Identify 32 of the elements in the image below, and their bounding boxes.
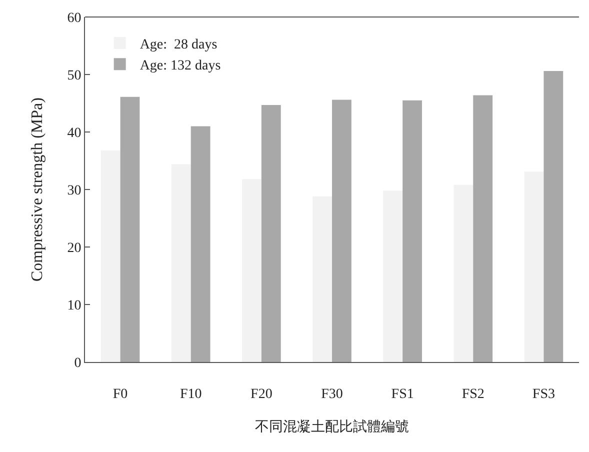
x-tick-label: F10 xyxy=(180,386,202,402)
bar xyxy=(120,96,140,362)
y-axis-title: Compressive strength (MPa) xyxy=(29,98,46,282)
bar xyxy=(473,95,493,362)
y-tick-label: 60 xyxy=(67,10,82,26)
bar xyxy=(454,184,474,362)
x-tick-label: FS3 xyxy=(532,386,555,402)
legend-label: Age: 28 days xyxy=(140,37,218,52)
x-tick-label: F30 xyxy=(321,386,343,402)
bar xyxy=(190,126,210,362)
x-axis-title: 不同混凝土配比試體編號 xyxy=(255,419,409,436)
y-tick-label: 50 xyxy=(67,68,82,84)
bar xyxy=(383,190,403,362)
y-tick-label: 0 xyxy=(74,356,82,371)
x-tick-label: F0 xyxy=(112,386,128,402)
y-tick-label: 40 xyxy=(67,126,82,141)
legend-label: Age: 132 days xyxy=(140,58,221,74)
bar xyxy=(524,172,544,362)
x-tick-label: FS2 xyxy=(462,386,484,402)
y-tick-label: 30 xyxy=(67,183,82,198)
bar xyxy=(402,100,422,362)
bar xyxy=(242,179,262,362)
bar xyxy=(171,164,191,362)
y-tick-label: 20 xyxy=(67,240,82,256)
bar xyxy=(261,104,281,362)
bar xyxy=(312,196,332,362)
y-tick-label: 10 xyxy=(67,298,82,314)
bar xyxy=(544,71,564,362)
x-tick-label: F20 xyxy=(250,386,272,402)
x-tick-label: FS1 xyxy=(391,386,414,402)
bar xyxy=(332,100,352,362)
bar xyxy=(100,150,120,362)
